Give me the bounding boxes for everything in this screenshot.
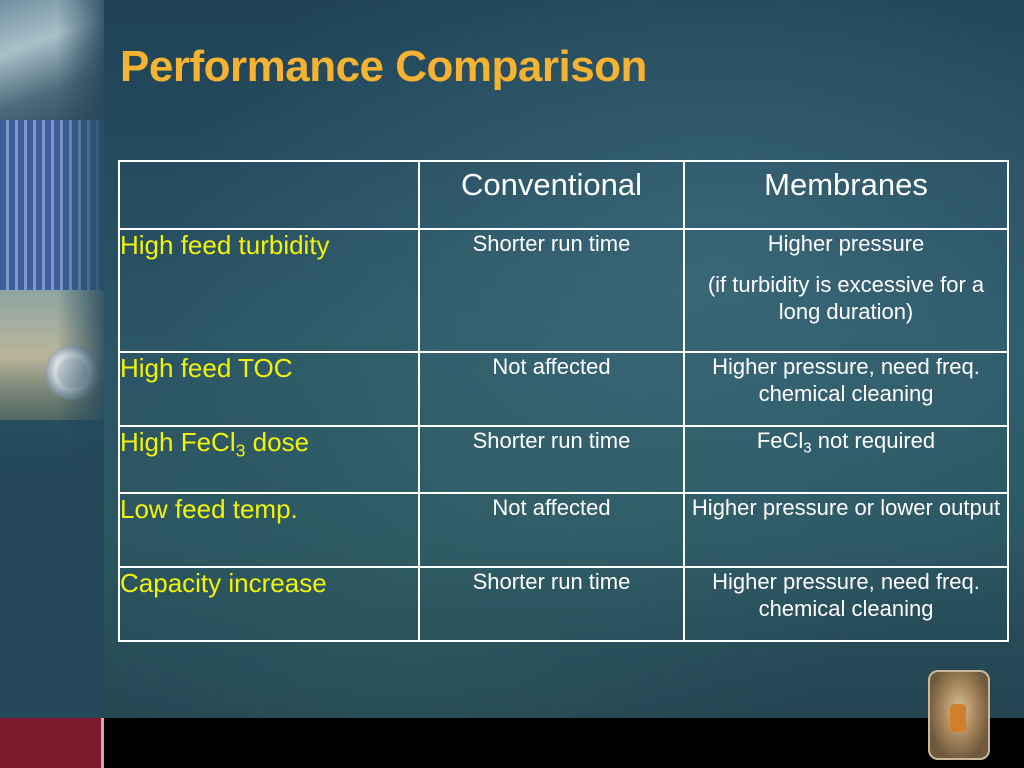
row-label: High feed TOC — [118, 351, 420, 427]
membrane-racks-photo — [0, 120, 104, 290]
membranes-cell-note: (if turbidity is excessive for a long du… — [707, 272, 985, 324]
pipe-image — [45, 345, 100, 400]
table-row: High feed turbidity Shorter run time Hig… — [118, 228, 1009, 353]
table-row: High FeCl3 dose Shorter run time FeCl3 n… — [118, 425, 1009, 494]
membranes-cell: Higher pressure or lower output — [683, 492, 1009, 568]
row-label: Capacity increase — [118, 566, 420, 642]
row-label-text: High FeCl — [120, 427, 236, 457]
table-row: Low feed temp. Not affected Higher press… — [118, 492, 1009, 568]
membranes-cell: Higher pressure (if turbidity is excessi… — [683, 228, 1009, 353]
slide-title: Performance Comparison — [120, 42, 647, 91]
bottom-accent-block — [0, 718, 104, 768]
strip-fade — [0, 420, 104, 718]
membranes-cell-text: FeCl — [756, 428, 804, 453]
comparison-table: Conventional Membranes High feed turbidi… — [118, 160, 1009, 642]
workers-photo-thumbnail — [928, 670, 990, 760]
left-photo-strip — [0, 0, 104, 718]
row-label: High FeCl3 dose — [118, 425, 420, 494]
membranes-cell: Higher pressure, need freq. chemical cle… — [683, 351, 1009, 427]
bottom-bar — [0, 718, 1024, 768]
conventional-cell: Shorter run time — [418, 566, 685, 642]
row-label-subscript: 3 — [235, 440, 246, 461]
conventional-cell: Not affected — [418, 351, 685, 427]
membranes-cell: FeCl3 not required — [683, 425, 1009, 494]
table-row: Capacity increase Shorter run time Highe… — [118, 566, 1009, 642]
construction-site-photo — [0, 290, 104, 420]
conventional-cell: Shorter run time — [418, 228, 685, 353]
row-label: Low feed temp. — [118, 492, 420, 568]
membranes-cell-subscript: 3 — [803, 439, 812, 457]
row-label-suffix: dose — [245, 427, 310, 457]
worker-figure — [950, 704, 966, 732]
header-conventional: Conventional — [418, 160, 685, 230]
table-row: High feed TOC Not affected Higher pressu… — [118, 351, 1009, 427]
conventional-cell: Shorter run time — [418, 425, 685, 494]
membranes-cell-text: Higher pressure — [767, 231, 925, 256]
header-membranes: Membranes — [683, 160, 1009, 230]
membranes-cell: Higher pressure, need freq. chemical cle… — [683, 566, 1009, 642]
table-header-row: Conventional Membranes — [118, 160, 1009, 230]
engineers-photo — [0, 0, 104, 120]
row-label: High feed turbidity — [118, 228, 420, 353]
membranes-cell-suffix: not required — [811, 428, 936, 453]
header-empty-cell — [118, 160, 420, 230]
conventional-cell: Not affected — [418, 492, 685, 568]
